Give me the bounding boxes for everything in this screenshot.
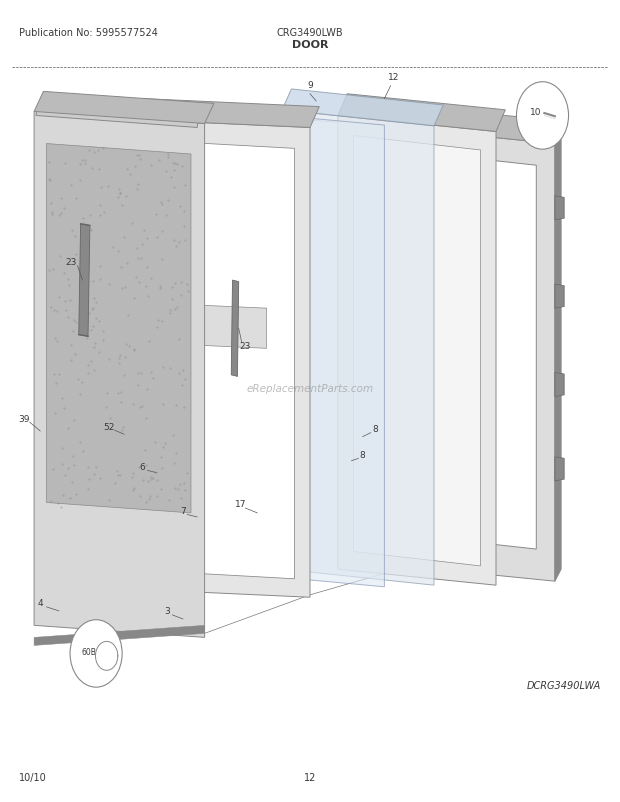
Polygon shape — [555, 196, 564, 221]
Text: 9: 9 — [307, 81, 313, 90]
Polygon shape — [338, 95, 505, 132]
Text: 60B: 60B — [81, 646, 96, 656]
Polygon shape — [133, 99, 319, 128]
Polygon shape — [36, 108, 198, 128]
Text: 4: 4 — [37, 598, 43, 607]
Text: CRG3490LWB: CRG3490LWB — [277, 28, 343, 38]
Polygon shape — [353, 136, 480, 566]
Text: DCRG3490LWA: DCRG3490LWA — [527, 680, 601, 690]
Circle shape — [70, 620, 122, 687]
Polygon shape — [46, 144, 191, 513]
Polygon shape — [338, 116, 496, 585]
Polygon shape — [555, 122, 561, 581]
Text: 23: 23 — [66, 257, 77, 266]
Polygon shape — [282, 111, 434, 585]
Text: eReplacementParts.com: eReplacementParts.com — [246, 384, 374, 394]
Polygon shape — [555, 373, 564, 397]
Text: Publication No: 5995577524: Publication No: 5995577524 — [19, 28, 157, 38]
Polygon shape — [282, 90, 443, 127]
Polygon shape — [236, 112, 384, 587]
Text: 8: 8 — [372, 424, 378, 433]
Text: 23: 23 — [239, 342, 250, 350]
Polygon shape — [555, 285, 564, 309]
Text: 8: 8 — [360, 450, 366, 459]
Text: 39: 39 — [18, 414, 29, 423]
Text: 12: 12 — [304, 772, 316, 782]
Polygon shape — [149, 141, 294, 579]
Polygon shape — [34, 626, 205, 646]
Text: 6: 6 — [140, 462, 146, 471]
Text: 7: 7 — [180, 506, 186, 515]
Polygon shape — [394, 128, 555, 581]
Polygon shape — [133, 120, 310, 597]
Text: 10/10: 10/10 — [19, 772, 46, 782]
Polygon shape — [231, 281, 239, 377]
Polygon shape — [177, 305, 267, 349]
Text: 10: 10 — [530, 107, 541, 117]
Polygon shape — [555, 457, 564, 481]
Text: 17: 17 — [235, 500, 246, 508]
Text: 3: 3 — [164, 606, 171, 615]
Polygon shape — [79, 225, 90, 337]
Polygon shape — [34, 112, 205, 638]
Polygon shape — [412, 152, 536, 549]
Circle shape — [516, 83, 569, 150]
Text: DOOR: DOOR — [292, 40, 328, 50]
Polygon shape — [34, 92, 214, 124]
Text: 12: 12 — [388, 73, 399, 82]
Text: 52: 52 — [103, 422, 114, 431]
Polygon shape — [394, 106, 561, 144]
